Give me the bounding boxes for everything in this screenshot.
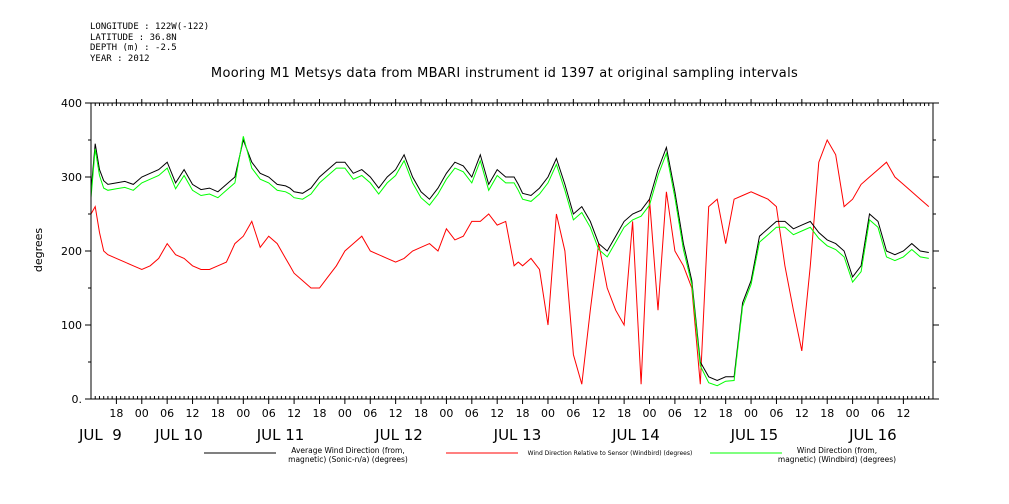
- x-tick-label: 00: [135, 407, 149, 420]
- x-tick-label: 12: [896, 407, 910, 420]
- axes-group: 0. 100 200 300 400 18 00 06 12 18 00 06 12 18 00 06 12 18…: [61, 97, 939, 444]
- series-line-1: [90, 138, 929, 382]
- legend-label-3: magnetic) (Windbird) (degrees): [778, 455, 896, 464]
- x-tick-label: 06: [363, 407, 377, 420]
- x-tick-label: 18: [820, 407, 834, 420]
- x-day-label: JUL 14: [611, 426, 660, 444]
- legend: Average Wind Direction (from,magnetic) (…: [204, 446, 896, 464]
- x-tick-label: 18: [414, 407, 428, 420]
- chart-title: Mooring M1 Metsys data from MBARI instru…: [210, 66, 799, 81]
- y-tick-label: 400: [61, 97, 82, 110]
- x-tick-label: 12: [287, 407, 301, 420]
- x-tick-label: 06: [262, 407, 276, 420]
- y-tick-label: 0.: [72, 393, 83, 406]
- x-tick-label: 12: [592, 407, 606, 420]
- meta-latitude: LATITUDE : 36.8N: [90, 32, 177, 43]
- x-tick-label: 00: [744, 407, 758, 420]
- series-line-2: [90, 138, 930, 385]
- x-tick-label: 00: [541, 407, 555, 420]
- x-tick-label: 18: [719, 407, 733, 420]
- legend-label-2: Wind Direction Relative to Sensor (Windb…: [528, 450, 693, 457]
- x-tick-label: 00: [236, 407, 250, 420]
- series-line-3: [90, 136, 929, 387]
- legend-label-1: Average Wind Direction (from,: [291, 446, 404, 455]
- x-tick-label: 00: [439, 407, 453, 420]
- y-axis-label: degrees: [32, 228, 45, 273]
- x-tick-label: 06: [465, 407, 479, 420]
- x-tick-label: 06: [160, 407, 174, 420]
- x-tick-label: 12: [490, 407, 504, 420]
- x-day-label: JUL 15: [730, 426, 779, 444]
- x-day-label: JUL 10: [154, 426, 203, 444]
- legend-label-1: magnetic) (Sonic-n/a) (degrees): [288, 455, 408, 464]
- x-tick-label: 18: [617, 407, 631, 420]
- legend-label-3: Wind Direction (from,: [797, 446, 877, 455]
- x-day-label: JUL 11: [256, 426, 305, 444]
- y-tick-label: 200: [61, 245, 82, 258]
- x-tick-label: 06: [769, 407, 783, 420]
- x-tick-label: 18: [312, 407, 326, 420]
- x-day-label: JUL 13: [493, 426, 542, 444]
- x-tick-label: 12: [186, 407, 200, 420]
- x-tick-label: 12: [795, 407, 809, 420]
- x-tick-label: 12: [693, 407, 707, 420]
- x-tick-label: 00: [846, 407, 860, 420]
- meta-longitude: LONGITUDE : 122W(-122): [90, 22, 210, 32]
- plot-frame: [90, 102, 934, 400]
- x-tick-label: 12: [389, 407, 403, 420]
- x-tick-label: 06: [566, 407, 580, 420]
- x-tick-label: 18: [109, 407, 123, 420]
- x-tick-label: 00: [643, 407, 657, 420]
- x-tick-label: 18: [211, 407, 225, 420]
- metadata-block: LONGITUDE : 122W(-122) LATITUDE : 36.8N …: [90, 22, 209, 64]
- x-tick-label: 06: [871, 407, 885, 420]
- x-tick-label: 00: [338, 407, 352, 420]
- series-group: [90, 136, 930, 387]
- y-tick-label: 300: [61, 171, 82, 184]
- x-tick-label: 06: [668, 407, 682, 420]
- meta-year: YEAR : 2012: [90, 53, 150, 64]
- meta-depth: DEPTH (m) : -2.5: [90, 43, 177, 53]
- x-day-label: JUL 16: [848, 426, 897, 444]
- x-day-label: JUL 9: [78, 426, 122, 444]
- y-tick-label: 100: [61, 319, 82, 332]
- x-day-label: JUL 12: [374, 426, 423, 444]
- x-tick-label: 18: [516, 407, 530, 420]
